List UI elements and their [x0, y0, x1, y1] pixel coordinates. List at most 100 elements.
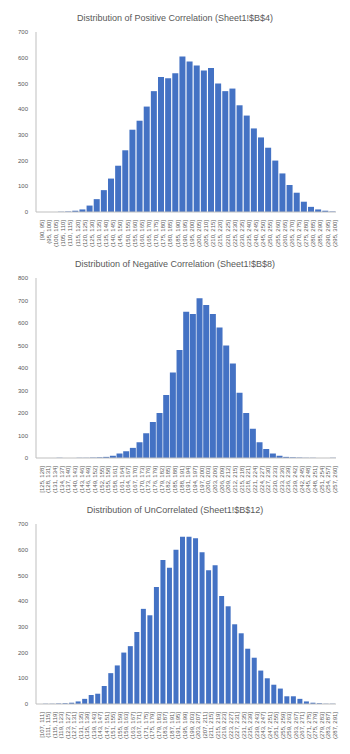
svg-text:(180, 185]: (180, 185] — [167, 220, 173, 247]
svg-text:600: 600 — [18, 547, 29, 553]
svg-text:(185, 188]: (185, 188] — [172, 466, 178, 493]
svg-text:(211, 215]: (211, 215] — [208, 712, 214, 739]
svg-text:(171, 175]: (171, 175] — [143, 712, 149, 739]
svg-text:(263, 267]: (263, 267] — [293, 712, 299, 739]
svg-text:(275, 280]: (275, 280] — [303, 220, 309, 247]
svg-text:(230, 233]: (230, 233] — [272, 466, 278, 493]
svg-text:(150, 155]: (150, 155] — [125, 220, 131, 247]
svg-text:(219, 223]: (219, 223] — [221, 712, 227, 739]
svg-text:(191, 195]: (191, 195] — [175, 712, 181, 739]
svg-text:400: 400 — [18, 365, 29, 371]
svg-text:(155, 158]: (155, 158] — [105, 466, 111, 493]
svg-text:(131, 134]: (131, 134] — [52, 466, 58, 493]
svg-text:700: 700 — [18, 521, 29, 527]
svg-text:(271, 275]: (271, 275] — [306, 712, 312, 739]
svg-text:(265, 270]: (265, 270] — [289, 220, 295, 247]
svg-text:(179, 182]: (179, 182] — [159, 466, 165, 493]
svg-text:(245, 250]: (245, 250] — [260, 220, 266, 247]
svg-text:(100, 105]: (100, 105] — [53, 220, 59, 247]
svg-text:(161, 164]: (161, 164] — [119, 466, 125, 493]
svg-text:(179, 183]: (179, 183] — [156, 712, 162, 739]
svg-text:(242, 245]: (242, 245] — [299, 466, 305, 493]
svg-text:(223, 227]: (223, 227] — [228, 712, 234, 739]
svg-text:(165, 170]: (165, 170] — [146, 220, 152, 247]
svg-text:(215, 219]: (215, 219] — [215, 712, 221, 739]
svg-text:0: 0 — [25, 209, 29, 215]
svg-text:200: 200 — [18, 410, 29, 416]
svg-text:(120, 125]: (120, 125] — [82, 220, 88, 247]
svg-text:(267, 271]: (267, 271] — [299, 712, 305, 739]
svg-text:(173, 176]: (173, 176] — [145, 466, 151, 493]
svg-text:100: 100 — [18, 433, 29, 439]
svg-text:500: 500 — [18, 81, 29, 87]
svg-text:(215, 220]: (215, 220] — [217, 220, 223, 247]
svg-text:(257, 260]: (257, 260] — [332, 466, 338, 493]
svg-text:(221, 224]: (221, 224] — [252, 466, 258, 493]
svg-text:(135, 140]: (135, 140] — [103, 220, 109, 247]
svg-text:(251, 255]: (251, 255] — [273, 712, 279, 739]
svg-text:(194, 197]: (194, 197] — [192, 466, 198, 493]
svg-text:(283, 287]: (283, 287] — [325, 712, 331, 739]
svg-text:(185, 190]: (185, 190] — [175, 220, 181, 247]
svg-text:(195, 200]: (195, 200] — [189, 220, 195, 247]
svg-text:[125, 128]: [125, 128] — [39, 466, 45, 493]
svg-text:(275, 279]: (275, 279] — [312, 712, 318, 739]
svg-text:(205, 210]: (205, 210] — [203, 220, 209, 247]
svg-text:200: 200 — [18, 158, 29, 164]
svg-text:(183, 187]: (183, 187] — [162, 712, 168, 739]
svg-text:(248, 251]: (248, 251] — [312, 466, 318, 493]
svg-text:(239, 243]: (239, 243] — [254, 712, 260, 739]
svg-text:300: 300 — [18, 132, 29, 138]
svg-text:(164, 167]: (164, 167] — [125, 466, 131, 493]
svg-text:(167, 170]: (167, 170] — [132, 466, 138, 493]
svg-text:(255, 260]: (255, 260] — [275, 220, 281, 247]
svg-text:(191, 194]: (191, 194] — [185, 466, 191, 493]
svg-text:(206, 209]: (206, 209] — [219, 466, 225, 493]
svg-text:(207, 211]: (207, 211] — [202, 712, 208, 739]
svg-text:(158, 161]: (158, 161] — [112, 466, 118, 493]
svg-text:(240, 245]: (240, 245] — [253, 220, 259, 247]
svg-text:(279, 283]: (279, 283] — [319, 712, 325, 739]
svg-text:(176, 179]: (176, 179] — [152, 466, 158, 493]
svg-text:(250, 255]: (250, 255] — [267, 220, 273, 247]
svg-text:(220, 225]: (220, 225] — [225, 220, 231, 247]
svg-text:(203, 207]: (203, 207] — [195, 712, 201, 739]
svg-text:[107, 111]: [107, 111] — [39, 712, 45, 738]
svg-text:(280, 285]: (280, 285] — [310, 220, 316, 247]
svg-text:(227, 230]: (227, 230] — [265, 466, 271, 493]
svg-text:(209, 212]: (209, 212] — [225, 466, 231, 493]
svg-text:(147, 151]: (147, 151] — [104, 712, 110, 739]
svg-text:(254, 257]: (254, 257] — [325, 466, 331, 493]
svg-text:(119, 123]: (119, 123] — [58, 712, 64, 739]
svg-text:200: 200 — [18, 650, 29, 656]
svg-text:(140, 145]: (140, 145] — [110, 220, 116, 247]
svg-text:[90, 95]: [90, 95] — [39, 220, 45, 240]
svg-text:300: 300 — [18, 624, 29, 630]
svg-text:(115, 119]: (115, 119] — [52, 712, 58, 738]
svg-text:(287, 291]: (287, 291] — [332, 712, 338, 739]
svg-text:(125, 130]: (125, 130] — [89, 220, 95, 247]
svg-text:(259, 263]: (259, 263] — [286, 712, 292, 739]
svg-text:(245, 248]: (245, 248] — [305, 466, 311, 493]
svg-text:(127, 131]: (127, 131] — [71, 712, 77, 739]
svg-text:(135, 139]: (135, 139] — [84, 712, 90, 739]
svg-text:500: 500 — [18, 343, 29, 349]
svg-text:(243, 247]: (243, 247] — [260, 712, 266, 739]
svg-text:(134, 137]: (134, 137] — [59, 466, 65, 493]
svg-text:(230, 235]: (230, 235] — [239, 220, 245, 247]
svg-text:(255, 259]: (255, 259] — [280, 712, 286, 739]
svg-text:(163, 167]: (163, 167] — [130, 712, 136, 739]
svg-text:(295, 300]: (295, 300] — [332, 220, 338, 247]
svg-text:(212, 215]: (212, 215] — [232, 466, 238, 493]
svg-text:(152, 155]: (152, 155] — [99, 466, 105, 493]
svg-text:(110, 115]: (110, 115] — [67, 220, 73, 246]
svg-text:(128, 131]: (128, 131] — [45, 466, 51, 493]
svg-text:(199, 203]: (199, 203] — [189, 712, 195, 739]
svg-text:(159, 163]: (159, 163] — [123, 712, 129, 739]
svg-text:(224, 227]: (224, 227] — [259, 466, 265, 493]
svg-text:(235, 239]: (235, 239] — [247, 712, 253, 739]
svg-text:(200, 205]: (200, 205] — [196, 220, 202, 247]
svg-text:(160, 165]: (160, 165] — [139, 220, 145, 247]
svg-text:(231, 235]: (231, 235] — [241, 712, 247, 739]
svg-text:(225, 230]: (225, 230] — [232, 220, 238, 247]
